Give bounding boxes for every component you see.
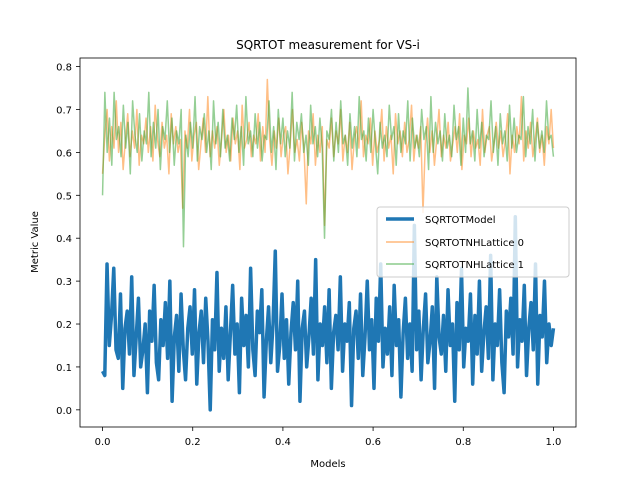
series-layer: [100, 78, 556, 412]
x-tick-label: 1.0: [546, 437, 562, 448]
legend-entry-sqrtotmodel: SQRTOTModel: [386, 215, 496, 226]
x-axis-title: Models: [310, 459, 345, 470]
series-line-lattice-1: [101, 87, 555, 248]
chart-title: SQRTOT measurement for VS-i: [236, 38, 420, 52]
legend-label-lattice-1: SQRTOTNHLattice 1: [425, 260, 524, 271]
y-tick-label: 0.0: [56, 406, 72, 417]
x-tick-label: 0.2: [185, 437, 201, 448]
legend: SQRTOTModel SQRTOTNHLattice 0 SQRTOTNHLa…: [376, 206, 570, 278]
y-axis-ticks: 0.0 0.1 0.2 0.3 0.4 0.5 0.6 0.7 0.8: [56, 63, 80, 417]
y-tick-label: 0.5: [56, 191, 72, 202]
y-tick-label: 0.3: [56, 277, 72, 288]
legend-entry-lattice-0: SQRTOTNHLattice 0: [386, 238, 524, 249]
x-tick-label: 0.4: [275, 437, 291, 448]
series-line-lattice-0: [101, 78, 555, 227]
y-tick-label: 0.8: [56, 63, 72, 74]
y-tick-label: 0.4: [56, 234, 72, 245]
legend-box: [376, 206, 570, 278]
x-tick-label: 0.8: [455, 437, 471, 448]
x-tick-label: 0.6: [365, 437, 381, 448]
y-tick-label: 0.6: [56, 148, 72, 159]
y-axis-title: Metric Value: [30, 211, 41, 273]
y-tick-label: 0.7: [56, 105, 72, 116]
series-line-sqrtotmodel: [100, 215, 556, 412]
y-tick-label: 0.2: [56, 320, 72, 331]
legend-label-sqrtotmodel: SQRTOTModel: [425, 215, 496, 226]
y-tick-label: 0.1: [56, 363, 72, 374]
x-tick-label: 0.0: [95, 437, 111, 448]
x-axis-ticks: 0.0 0.2 0.4 0.6 0.8 1.0: [95, 427, 562, 448]
legend-entry-lattice-1: SQRTOTNHLattice 1: [386, 260, 524, 271]
plot-area: 0.0 0.2 0.4 0.6 0.8 1.0 0.0 0.1 0.2 0.3 0.4 0.5 0.6…: [56, 57, 577, 448]
legend-label-lattice-0: SQRTOTNHLattice 0: [425, 238, 524, 249]
axes-frame: [79, 57, 577, 428]
